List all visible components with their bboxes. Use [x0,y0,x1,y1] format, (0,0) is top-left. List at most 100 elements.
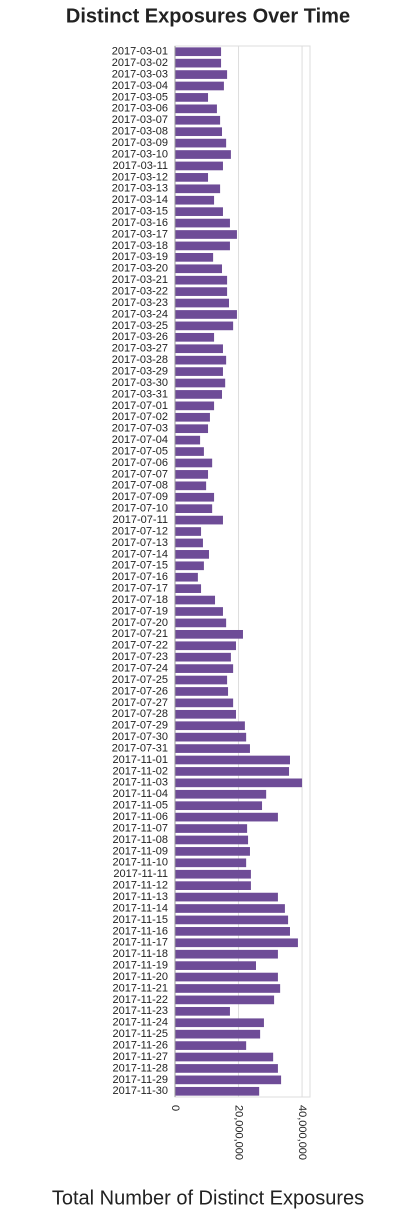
y-tick-label: 2017-03-27 [112,343,168,355]
bar [175,115,221,125]
bar [175,652,231,662]
bar [175,298,229,308]
y-tick-label: 2017-03-18 [112,240,168,252]
y-tick-label: 2017-03-28 [112,354,168,366]
y-tick-label: 2017-03-30 [112,377,168,389]
y-tick-label: 2017-03-20 [112,263,168,275]
y-tick-label: 2017-07-02 [112,411,168,423]
y-tick-label: 2017-03-13 [112,183,168,195]
bar [175,778,303,788]
y-tick-label: 2017-07-14 [112,548,168,560]
bar [175,869,251,879]
y-tick-label: 2017-11-15 [113,914,168,926]
bar [175,310,237,319]
bar [175,1029,261,1039]
y-tick-label: 2017-11-06 [113,811,168,823]
y-tick-label: 2017-07-10 [112,503,168,515]
y-tick-label: 2017-07-26 [112,685,168,697]
y-tick-label: 2017-11-17 [113,937,168,949]
y-tick-label: 2017-07-13 [112,537,168,549]
y-tick-label: 2017-07-15 [112,560,168,572]
y-tick-label: 2017-11-29 [113,1074,168,1086]
bar [175,881,251,890]
y-tick-label: 2017-03-26 [112,331,168,343]
y-tick-label: 2017-11-19 [113,960,168,972]
bar [175,732,247,742]
bar [175,675,228,685]
bar [175,378,226,388]
bar [175,1052,274,1062]
y-tick-label: 2017-11-02 [113,765,168,777]
bar [175,435,201,445]
bar [175,698,234,708]
y-tick-label: 2017-03-04 [112,80,168,92]
bar [175,515,223,525]
bar [175,744,250,753]
bar [175,561,204,571]
y-tick-label: 2017-11-09 [113,845,168,857]
y-tick-label: 2017-11-22 [113,994,168,1006]
y-tick-label: 2017-11-13 [113,891,168,903]
y-tick-label: 2017-07-09 [112,491,168,503]
y-tick-label: 2017-03-08 [112,126,168,138]
bar [175,93,209,102]
bar [175,812,278,822]
y-tick-label: 2017-11-10 [113,857,168,869]
y-tick-label: 2017-11-04 [113,788,168,800]
y-tick-label: 2017-07-04 [112,434,168,446]
bar [175,241,230,251]
y-tick-label: 2017-03-23 [112,297,168,309]
bar [175,150,231,159]
bar [175,447,204,456]
bar [175,641,236,651]
bar [175,984,281,993]
bar [175,481,207,491]
y-tick-label: 2017-03-19 [112,251,168,263]
y-tick-label: 2017-03-03 [112,68,168,80]
y-tick-label: 2017-07-30 [112,731,168,743]
bar [175,607,223,616]
bar [175,961,256,970]
bar [175,709,236,719]
y-tick-label: 2017-07-31 [112,742,168,754]
chart-title: Distinct Exposures Over Time [66,5,350,27]
bar [175,127,223,137]
x-tick-label: 20,000,000 [233,1105,245,1160]
y-tick-label: 2017-07-29 [112,720,168,732]
bar [175,1075,282,1085]
bar [175,538,203,548]
bar [175,458,213,468]
y-tick-label: 2017-11-11 [113,868,168,880]
y-tick-label: 2017-03-06 [112,103,168,115]
bar [175,618,227,628]
y-tick-label: 2017-03-12 [112,171,168,183]
y-tick-label: 2017-03-16 [112,217,168,229]
y-tick-label: 2017-03-29 [112,365,168,377]
y-tick-label: 2017-11-01 [113,754,168,766]
y-tick-label: 2017-07-16 [112,571,168,583]
bar [175,595,216,605]
bar [175,173,209,182]
y-tick-label: 2017-03-07 [112,114,168,126]
y-tick-label: 2017-07-20 [112,617,168,629]
bar [175,1086,260,1096]
y-tick-label: 2017-07-24 [112,663,168,675]
bar [175,938,298,948]
bar [175,492,215,502]
bar [175,972,278,982]
bar [175,184,221,194]
bar [175,332,215,342]
y-tick-label: 2017-07-06 [112,457,168,469]
y-tick-label: 2017-03-09 [112,137,168,149]
bar [175,504,213,514]
y-tick-label: 2017-11-05 [113,800,168,812]
bar [175,835,249,845]
y-tick-label: 2017-07-27 [112,697,168,709]
bar [175,949,278,959]
y-tick-label: 2017-07-19 [112,605,168,617]
y-tick-label: 2017-11-25 [113,1028,168,1040]
bar [175,390,223,399]
bar [175,927,290,936]
y-tick-label: 2017-07-11 [113,514,168,526]
